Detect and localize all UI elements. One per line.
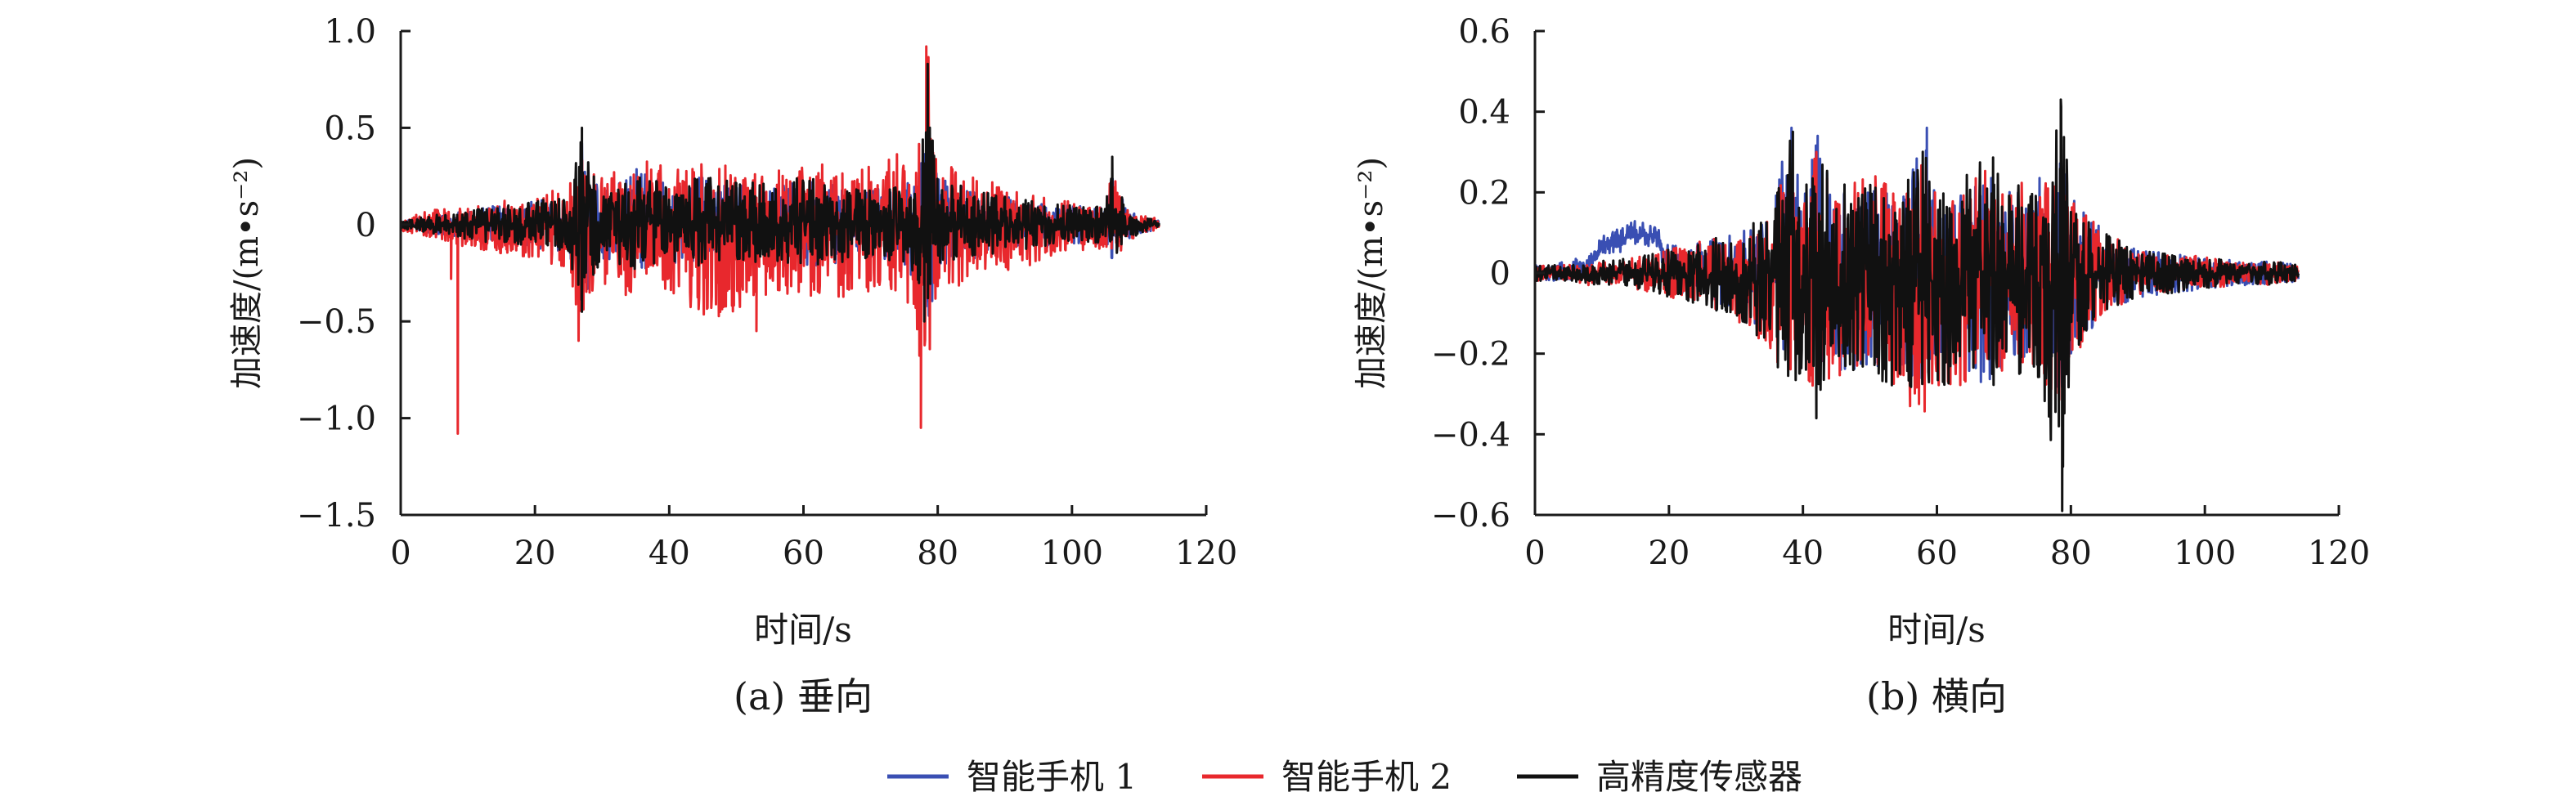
y-ticks-a: 1.0 0.5 0 −0.5 −1.0 −1.5 [297, 13, 411, 535]
x-tick-label: 80 [917, 535, 958, 572]
plot-area-a [399, 45, 1160, 435]
y-tick-label: 0.2 [1458, 174, 1510, 212]
legend-label-sensor: 高精度传感器 [1596, 757, 1802, 797]
series-line-a-3 [400, 62, 1160, 323]
x-ticks-a: 0 20 40 60 80 100 120 [390, 505, 1237, 572]
chart-panel-a: 1.0 0.5 0 −0.5 −1.0 −1.5 0 20 40 60 80 100 120 加速度/… [228, 13, 1237, 718]
caption-b: (b) 横向 [1866, 674, 2007, 718]
y-tick-label: −1.0 [297, 401, 376, 438]
x-tick-label: 100 [2174, 535, 2236, 572]
x-tick-label: 60 [783, 535, 824, 572]
y-tick-label: −0.6 [1431, 497, 1510, 535]
y-axis-label-a: 加速度/(m•s⁻²) [228, 157, 266, 389]
legend: 智能手机 1 智能手机 2 高精度传感器 [887, 757, 1802, 797]
series-line-b-3 [1533, 98, 2300, 512]
x-tick-label: 60 [1916, 535, 1958, 572]
y-tick-label: 0 [356, 207, 376, 244]
x-ticks-b: 0 20 40 60 80 100 120 [1524, 505, 2370, 572]
y-ticks-b: 0.6 0.4 0.2 0 −0.2 −0.4 −0.6 [1431, 13, 1545, 535]
y-tick-label: 1.0 [324, 13, 376, 51]
x-tick-label: 0 [390, 535, 411, 572]
x-tick-label: 120 [2308, 535, 2370, 572]
legend-label-phone-2: 智能手机 2 [1281, 757, 1452, 797]
y-tick-label: 0.4 [1458, 94, 1510, 132]
x-axis-label-a: 时间/s [754, 610, 852, 650]
y-tick-label: −0.4 [1431, 416, 1510, 454]
y-tick-label: 0 [1490, 255, 1510, 293]
y-tick-label: 0.6 [1458, 13, 1510, 51]
legend-label-phone-1: 智能手机 1 [967, 757, 1137, 797]
chart-panel-b: 0.6 0.4 0.2 0 −0.2 −0.4 −0.6 0 20 40 60 80 100 120 加… [1353, 13, 2370, 718]
caption-a: (a) 垂向 [734, 674, 873, 718]
y-tick-label: 0.5 [324, 110, 376, 147]
x-tick-label: 80 [2050, 535, 2092, 572]
x-tick-label: 20 [1648, 535, 1690, 572]
x-tick-label: 20 [514, 535, 556, 572]
plot-area-b [1533, 98, 2300, 512]
x-tick-label: 100 [1041, 535, 1103, 572]
x-tick-label: 40 [1782, 535, 1824, 572]
x-tick-label: 120 [1175, 535, 1237, 572]
x-tick-label: 0 [1524, 535, 1545, 572]
y-tick-label: −0.5 [297, 303, 376, 341]
y-tick-label: −0.2 [1431, 336, 1510, 374]
y-tick-label: −1.5 [297, 497, 376, 535]
x-tick-label: 40 [648, 535, 690, 572]
y-axis-label-b: 加速度/(m•s⁻²) [1353, 157, 1390, 389]
x-axis-label-b: 时间/s [1887, 610, 1986, 650]
